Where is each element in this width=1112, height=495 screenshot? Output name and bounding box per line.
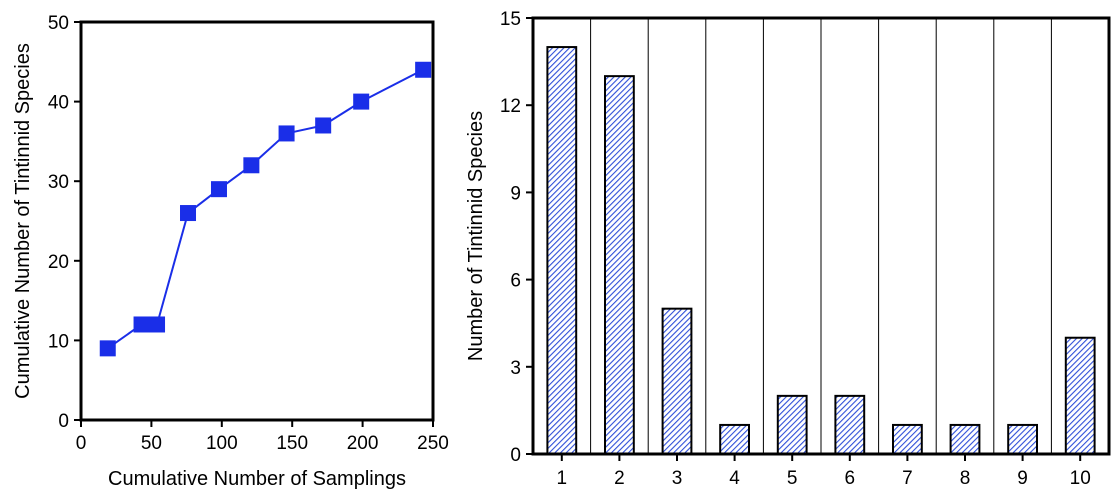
x-tick-label: 9	[1017, 468, 1028, 489]
line-segment	[360, 68, 424, 103]
y-tick-label: 12	[500, 96, 521, 117]
plot-frame	[531, 16, 1111, 456]
x-tick-label: 1	[557, 468, 568, 489]
x-tick-label: 5	[787, 468, 798, 489]
bar-2	[604, 75, 635, 455]
bar-7	[892, 423, 923, 455]
data-point-marker	[315, 117, 332, 134]
x-tick-label: 150	[276, 433, 308, 454]
plot-frame	[79, 20, 435, 422]
x-tick-label: 4	[729, 468, 740, 489]
data-point-marker	[353, 93, 370, 110]
x-tick-label: 7	[902, 468, 913, 489]
y-tick-label: 40	[48, 93, 69, 114]
x-tick-label: 8	[960, 468, 971, 489]
x-tick-label: 0	[76, 433, 87, 454]
x-tick-label: 200	[347, 433, 379, 454]
bar-1	[546, 46, 578, 455]
bar-8	[949, 423, 981, 455]
data-point-marker	[278, 125, 295, 142]
x-tick-label: 3	[672, 468, 683, 489]
y-tick-label: 9	[510, 183, 521, 204]
data-point-marker	[210, 181, 227, 198]
bar-10	[1064, 336, 1096, 456]
y-axis-label: Number of Tintinnid Species	[465, 111, 487, 361]
x-tick-label: 6	[845, 468, 856, 489]
x-tick-label: 2	[614, 468, 625, 489]
y-axis-label: Cumulative Number of Tintinnid Species	[12, 43, 34, 399]
bar-6	[834, 394, 866, 456]
y-tick-label: 6	[510, 271, 521, 292]
y-tick-label: 10	[48, 331, 69, 352]
x-tick-label: 250	[417, 433, 449, 454]
data-point-marker	[180, 205, 197, 222]
bar-4	[719, 423, 751, 455]
bar-5	[776, 394, 808, 456]
y-tick-label: 3	[510, 358, 521, 379]
data-point-marker	[415, 61, 432, 78]
data-point-marker	[149, 316, 166, 333]
y-tick-label: 15	[500, 9, 521, 30]
x-tick-label: 100	[206, 433, 238, 454]
y-tick-label: 0	[510, 445, 521, 466]
y-tick-label: 50	[48, 13, 69, 34]
line-segment	[156, 212, 189, 325]
data-point-marker	[243, 157, 260, 174]
data-point-marker	[99, 340, 116, 357]
y-tick-label: 30	[48, 172, 69, 193]
y-tick-label: 0	[58, 411, 69, 432]
bar-3	[661, 307, 693, 455]
data-point-marker	[133, 316, 150, 333]
bar-9	[1007, 423, 1039, 455]
x-tick-label: 10	[1070, 468, 1091, 489]
x-axis-label: Cumulative Number of Samplings	[108, 468, 406, 490]
y-tick-label: 20	[48, 252, 69, 273]
cumulative-species-chart: 0 50 100 150 200 250 0 10 20 30 40 50 Cumulative N…	[12, 13, 449, 490]
x-tick-label: 50	[141, 433, 162, 454]
